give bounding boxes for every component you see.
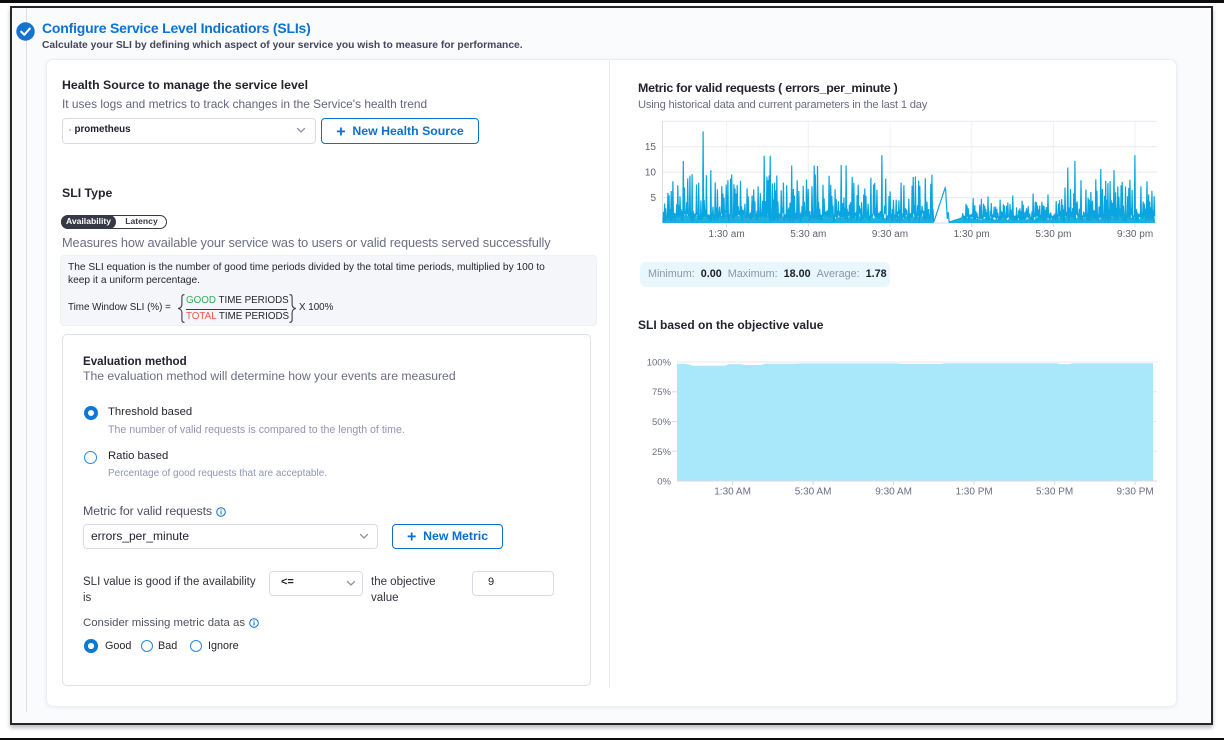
- svg-text:1:30 am: 1:30 am: [709, 229, 745, 240]
- svg-text:9:30 am: 9:30 am: [872, 229, 908, 240]
- svg-text:15: 15: [645, 142, 657, 153]
- svg-text:50%: 50%: [652, 417, 672, 428]
- svg-text:5:30 pm: 5:30 pm: [1035, 229, 1071, 240]
- svg-text:5:30 am: 5:30 am: [790, 229, 826, 240]
- svg-text:1:30 pm: 1:30 pm: [954, 229, 990, 240]
- svg-text:5:30 AM: 5:30 AM: [795, 487, 832, 498]
- svg-text:9:30 AM: 9:30 AM: [875, 487, 912, 498]
- svg-text:1:30 AM: 1:30 AM: [714, 487, 751, 498]
- svg-text:25%: 25%: [652, 447, 672, 458]
- svg-text:10: 10: [645, 168, 657, 179]
- svg-text:1:30 PM: 1:30 PM: [955, 487, 992, 498]
- svg-text:9:30 pm: 9:30 pm: [1117, 229, 1153, 240]
- svg-text:5:30 PM: 5:30 PM: [1036, 487, 1073, 498]
- svg-text:9:30 PM: 9:30 PM: [1116, 487, 1153, 498]
- svg-text:75%: 75%: [652, 387, 672, 398]
- svg-text:100%: 100%: [647, 358, 672, 369]
- svg-text:0%: 0%: [657, 477, 671, 488]
- svg-text:5: 5: [650, 193, 656, 204]
